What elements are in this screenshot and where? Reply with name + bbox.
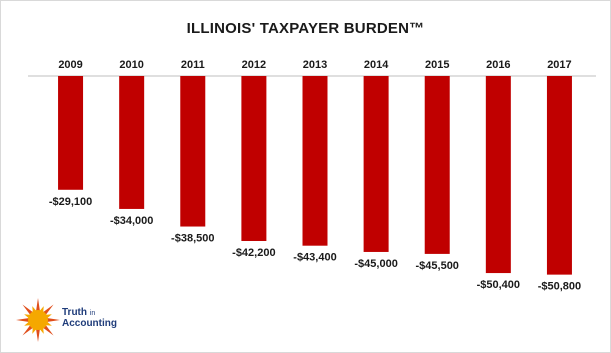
bar-2009 — [58, 76, 84, 190]
data-label-2013: -$43,400 — [293, 252, 336, 264]
x-tick-label-2012: 2012 — [242, 59, 266, 71]
x-tick-label-2014: 2014 — [364, 59, 389, 71]
bar-2010 — [119, 76, 145, 209]
bar-2012 — [241, 76, 267, 242]
data-label-2012: -$42,200 — [232, 247, 275, 259]
data-label-2017: -$50,800 — [538, 281, 581, 293]
x-tick-label-2013: 2013 — [303, 59, 327, 71]
data-label-2015: -$45,500 — [416, 260, 459, 272]
data-label-2010: -$34,000 — [110, 215, 153, 227]
bar-2013 — [302, 76, 328, 246]
bar-2014 — [363, 76, 389, 252]
logo-line2: Accounting — [62, 318, 117, 329]
data-label-2011: -$38,500 — [171, 233, 214, 245]
data-label-2014: -$45,000 — [354, 258, 397, 270]
x-tick-label-2009: 2009 — [58, 59, 82, 71]
data-label-2009: -$29,100 — [49, 196, 92, 208]
sun-logo-icon — [16, 298, 60, 342]
bar-2017 — [546, 76, 572, 275]
logo-line1-small: in — [89, 310, 96, 317]
chart-title: ILLINOIS' TAXPAYER BURDEN™ — [186, 20, 425, 37]
x-tick-label-2016: 2016 — [486, 59, 510, 71]
data-label-2016: -$50,400 — [477, 279, 520, 291]
bar-2011 — [180, 76, 206, 227]
x-tick-label-2011: 2011 — [181, 59, 205, 71]
x-tick-label-2017: 2017 — [547, 59, 571, 71]
logo-line1: Truth — [62, 307, 87, 318]
x-tick-label-2010: 2010 — [119, 59, 143, 71]
x-tick-label-2015: 2015 — [425, 59, 449, 71]
logo-wordmark: Truth in Accounting — [62, 308, 117, 329]
bar-2016 — [485, 76, 511, 274]
bar-2015 — [424, 76, 450, 254]
